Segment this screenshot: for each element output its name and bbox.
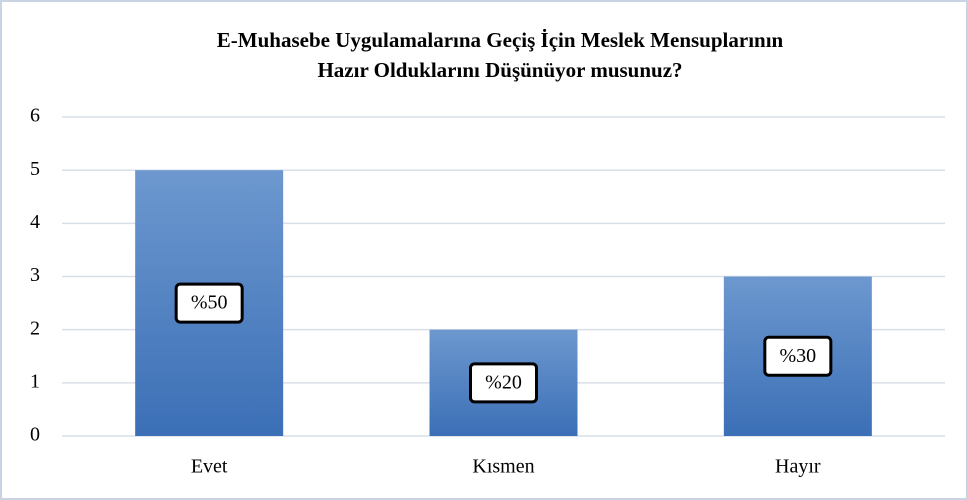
data-label: %20 — [485, 371, 522, 393]
x-tick-label: Evet — [191, 456, 228, 478]
y-tick-label: 4 — [30, 211, 40, 233]
data-label-box — [763, 335, 833, 377]
chart-title: E-Muhasebe Uygulamalarına Geçiş İçin Mes… — [217, 28, 784, 52]
y-tick-label: 5 — [30, 158, 40, 180]
data-label-box — [174, 282, 244, 324]
data-label: %50 — [191, 292, 228, 314]
x-tick-label: Hayır — [775, 456, 821, 478]
y-tick-label: 1 — [30, 370, 40, 392]
data-label: %30 — [779, 345, 816, 367]
y-tick-label: 2 — [30, 317, 40, 339]
data-label-box — [469, 362, 538, 404]
chart-title: Hazır Olduklarını Düşünüyor musunuz? — [317, 58, 682, 82]
y-tick-label: 6 — [30, 105, 40, 127]
y-tick-label: 0 — [30, 424, 40, 446]
y-tick-label: 3 — [30, 264, 40, 286]
x-tick-label: Kısmen — [472, 456, 534, 478]
